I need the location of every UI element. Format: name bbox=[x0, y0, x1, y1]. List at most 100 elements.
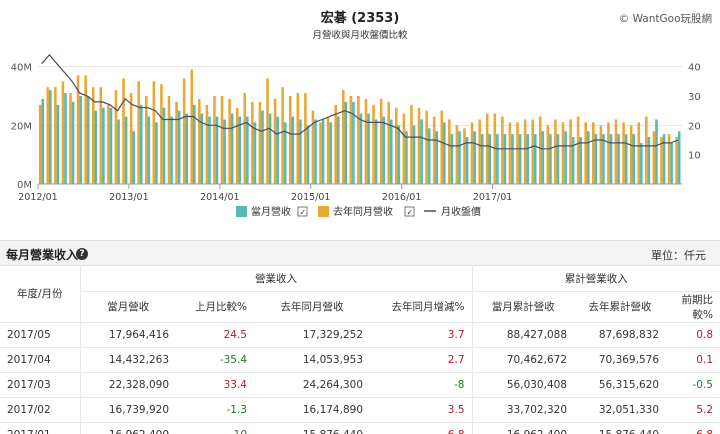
section-header: 每月營業收入 ? 單位：仟元 bbox=[0, 240, 720, 266]
bar-current-revenue bbox=[314, 119, 317, 184]
bar-current-revenue bbox=[238, 116, 242, 184]
cell-yoy-pct: 3.5 bbox=[370, 397, 472, 423]
x-axis-tick-label: 2012/01 bbox=[18, 192, 57, 203]
legend-swatch-current bbox=[236, 206, 247, 217]
bar-last-year-revenue bbox=[637, 122, 641, 184]
left-axis-tick-label: 0M bbox=[17, 180, 32, 191]
bar-last-year-revenue bbox=[61, 81, 65, 184]
bar-current-revenue bbox=[321, 119, 325, 184]
bar-current-revenue bbox=[533, 134, 537, 184]
bar-current-revenue bbox=[420, 119, 423, 184]
cell-yoy-pct: 2.7 bbox=[370, 347, 472, 373]
legend-label-current: 當月營收 bbox=[251, 205, 291, 218]
bar-current-revenue bbox=[435, 131, 439, 184]
bar-current-revenue bbox=[640, 142, 643, 184]
cell-last-year-revenue: 16,174,890 bbox=[254, 397, 370, 423]
bar-last-year-revenue bbox=[341, 90, 345, 184]
bar-last-year-revenue bbox=[379, 98, 383, 184]
cell-mom-pct: -10 bbox=[176, 422, 254, 434]
bar-last-year-revenue bbox=[470, 122, 474, 184]
cell-current-revenue: 16,962,400 bbox=[79, 422, 176, 434]
table-group-header-row: 年度/月份 營業收入 累計營業收入 bbox=[0, 266, 720, 323]
bar-current-revenue bbox=[177, 110, 181, 184]
bar-current-revenue bbox=[473, 131, 476, 184]
bar-current-revenue bbox=[344, 101, 348, 184]
cell-period-pct: 0.1 bbox=[666, 347, 720, 373]
legend-label-last-year: 去年同月營收 bbox=[333, 205, 393, 218]
right-axis-tick-label: 20 bbox=[688, 121, 701, 132]
bar-current-revenue bbox=[102, 107, 105, 184]
bar-last-year-revenue bbox=[326, 116, 330, 184]
bar-last-year-revenue bbox=[273, 98, 277, 184]
bar-last-year-revenue bbox=[205, 104, 209, 184]
bar-last-year-revenue bbox=[485, 113, 489, 184]
left-axis-tick-label: 40M bbox=[11, 63, 32, 74]
bar-current-revenue bbox=[496, 134, 499, 184]
bar-last-year-revenue bbox=[622, 122, 625, 184]
bar-last-year-revenue bbox=[296, 93, 300, 184]
bar-last-year-revenue bbox=[349, 96, 353, 184]
bar-last-year-revenue bbox=[561, 122, 565, 184]
bar-current-revenue bbox=[677, 131, 681, 184]
bar-current-revenue bbox=[564, 131, 567, 184]
bar-current-revenue bbox=[117, 119, 120, 184]
chart-subtitle: 月營收與月收盤價比較 bbox=[312, 29, 408, 41]
bar-current-revenue bbox=[427, 128, 431, 184]
bar-current-revenue bbox=[488, 134, 492, 184]
bar-last-year-revenue bbox=[501, 116, 504, 184]
bar-current-revenue bbox=[526, 134, 529, 184]
bar-current-revenue bbox=[185, 113, 189, 184]
bar-last-year-revenue bbox=[334, 104, 337, 184]
bar-last-year-revenue bbox=[675, 137, 678, 184]
bar-last-year-revenue bbox=[569, 119, 572, 184]
bar-last-year-revenue bbox=[395, 107, 398, 184]
col-header-mom-pct: 上月比較% bbox=[176, 291, 254, 323]
bar-current-revenue bbox=[359, 113, 363, 184]
cell-period-pct: -0.5 bbox=[666, 372, 720, 398]
col-header-last-year-cumulative: 去年累計營收 bbox=[574, 291, 666, 323]
bar-current-revenue bbox=[215, 116, 219, 184]
bar-last-year-revenue bbox=[251, 101, 254, 184]
cell-yoy-pct: 3.7 bbox=[370, 322, 472, 348]
legend-check-last-year: ✓ bbox=[407, 208, 414, 217]
bar-last-year-revenue bbox=[372, 104, 375, 184]
bar-last-year-revenue bbox=[288, 96, 292, 184]
bar-last-year-revenue bbox=[160, 84, 163, 184]
cell-cumulative-revenue: 56,030,408 bbox=[471, 372, 574, 398]
col-header-period-pct: 前期比較% bbox=[666, 291, 720, 323]
bar-current-revenue bbox=[71, 101, 75, 184]
bar-current-revenue bbox=[624, 134, 628, 184]
bar-last-year-revenue bbox=[213, 96, 216, 184]
bar-last-year-revenue bbox=[107, 104, 110, 184]
bar-last-year-revenue bbox=[508, 122, 512, 184]
bar-last-year-revenue bbox=[614, 119, 618, 184]
bar-last-year-revenue bbox=[258, 101, 262, 184]
bar-last-year-revenue bbox=[46, 87, 50, 184]
x-axis-tick-label: 2013/01 bbox=[109, 192, 148, 203]
col-header-cumulative-revenue: 當月累計營收 bbox=[471, 291, 574, 323]
cell-mom-pct: -35.4 bbox=[176, 347, 254, 373]
cell-current-revenue: 22,328,090 bbox=[79, 372, 176, 398]
bar-last-year-revenue bbox=[357, 96, 360, 184]
bar-current-revenue bbox=[253, 122, 257, 184]
bar-current-revenue bbox=[594, 134, 598, 184]
bar-current-revenue bbox=[79, 96, 82, 184]
bar-current-revenue bbox=[662, 134, 666, 184]
bar-current-revenue bbox=[230, 113, 234, 184]
cell-period-pct: 0.8 bbox=[666, 322, 720, 348]
cell-cumulative-revenue: 33,702,320 bbox=[471, 397, 574, 423]
bar-last-year-revenue bbox=[182, 78, 186, 184]
bar-current-revenue bbox=[261, 110, 264, 184]
bar-last-year-revenue bbox=[228, 98, 231, 184]
bar-last-year-revenue bbox=[152, 81, 156, 184]
help-icon[interactable]: ? bbox=[76, 248, 88, 260]
cell-date: 2017/01 bbox=[0, 422, 80, 434]
bar-current-revenue bbox=[647, 137, 651, 184]
bar-current-revenue bbox=[268, 113, 272, 184]
right-axis-tick-label: 40 bbox=[688, 63, 701, 74]
chart-canvas: 宏碁 (2353) 月營收與月收盤價比較 © WantGoo玩股網 0M 20M 40M 1… bbox=[11, 10, 712, 218]
x-axis-tick-label: 2015/01 bbox=[291, 192, 330, 203]
bar-current-revenue bbox=[465, 137, 469, 184]
bar-last-year-revenue bbox=[311, 110, 315, 184]
bar-current-revenue bbox=[291, 116, 295, 184]
